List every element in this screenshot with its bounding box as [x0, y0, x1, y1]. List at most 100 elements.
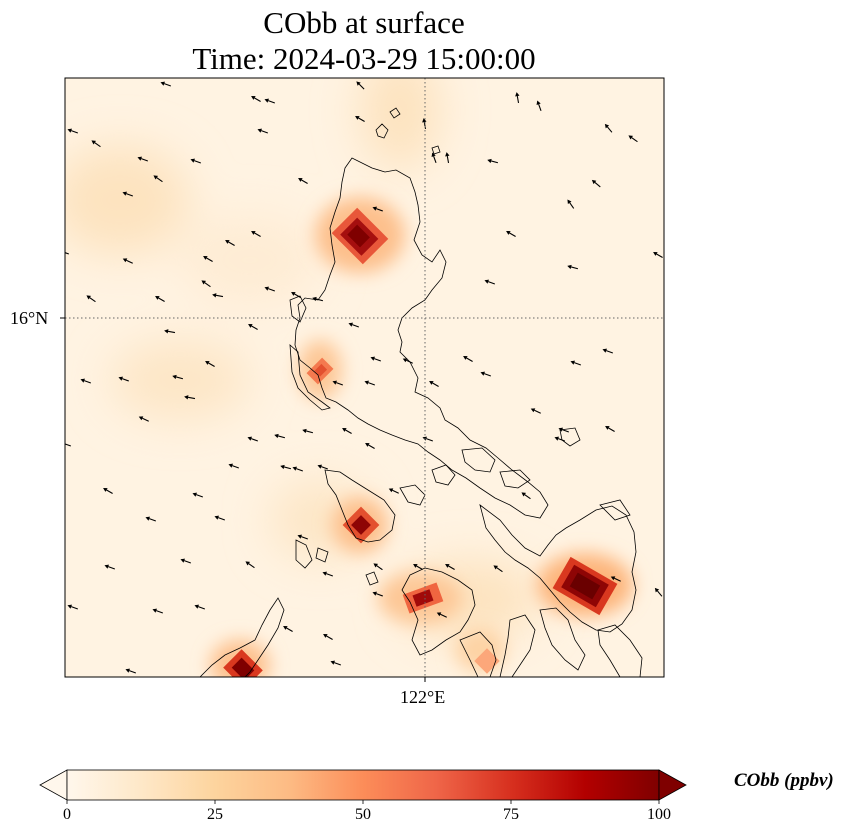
wind-arrow — [317, 464, 329, 470]
wind-arrow — [184, 395, 196, 400]
wind-arrow — [103, 488, 113, 494]
wind-arrow — [429, 381, 439, 387]
hotspot-panay — [402, 582, 444, 614]
wind-arrow — [122, 258, 133, 264]
wind-arrow — [292, 466, 304, 472]
concentration-field — [65, 78, 540, 640]
colorbar-gradient — [66, 769, 660, 801]
wind-arrow — [567, 199, 575, 209]
wind-arrow — [431, 152, 437, 164]
wind-arrow — [605, 426, 615, 432]
wind-arrow — [445, 152, 450, 164]
hotspot-north-luzon — [331, 207, 389, 265]
wind-arrow — [145, 516, 157, 522]
wind-arrow — [251, 231, 261, 237]
wind-arrow — [203, 256, 213, 262]
wind-arrow — [152, 608, 164, 614]
wind-arrow — [521, 492, 531, 500]
wind-arrow — [164, 329, 176, 334]
wind-arrow — [370, 356, 382, 362]
wind-arrow — [567, 264, 579, 270]
map-frame — [64, 77, 665, 678]
wind-arrow — [67, 128, 79, 134]
wind-arrow — [373, 563, 383, 571]
wind-arrow — [228, 463, 240, 469]
wind-arrow — [283, 626, 293, 632]
colorbar-tick-label: 75 — [503, 806, 519, 823]
hotspot-samar-leyte — [552, 556, 618, 616]
wind-arrow — [322, 571, 334, 577]
wind-arrow — [330, 660, 342, 666]
longitude-tick-label: 122°E — [400, 687, 446, 707]
wind-arrow — [251, 96, 261, 102]
wind-arrow — [214, 515, 226, 521]
wind-arrow — [297, 534, 309, 540]
wind-arrow — [484, 279, 496, 285]
wind-arrow — [342, 428, 352, 434]
wind-arrow — [445, 564, 455, 570]
wind-arrow — [602, 348, 614, 354]
colorbar-ticks — [66, 800, 660, 804]
colorbar-tick-label: 50 — [355, 806, 371, 823]
wind-arrow — [364, 380, 376, 386]
wind-arrow — [264, 286, 276, 292]
wind-arrow — [312, 296, 324, 302]
wind-arrow — [264, 98, 276, 104]
wind-arrow — [372, 591, 384, 597]
wind-arrow — [201, 280, 211, 288]
wind-arrow — [225, 240, 235, 246]
colorbar-tick-label: 25 — [207, 806, 223, 823]
wind-arrow — [291, 292, 301, 298]
colorbar — [39, 769, 687, 804]
wind-arrow — [591, 179, 601, 188]
colorbar-tick-label: 100 — [647, 806, 671, 823]
wind-arrow — [570, 360, 582, 366]
wind-arrow — [463, 356, 473, 362]
wind-arrow — [160, 81, 172, 87]
hotspot-southwest — [223, 649, 263, 677]
wind-arrow — [302, 428, 314, 434]
wind-arrow — [212, 293, 224, 298]
wind-arrow — [80, 378, 92, 384]
wind-arrow — [137, 156, 149, 162]
wind-arrow — [558, 427, 570, 433]
wind-arrow — [402, 358, 413, 364]
wind-arrow — [91, 140, 101, 148]
wind-arrow — [493, 565, 503, 573]
wind-arrow — [194, 604, 206, 610]
wind-arrow — [138, 416, 149, 422]
wind-arrow — [104, 564, 116, 570]
wind-arrow — [610, 576, 621, 582]
wind-arrow — [506, 231, 516, 237]
wind-arrow — [153, 175, 163, 183]
wind-arrow — [67, 604, 79, 610]
wind-arrow — [172, 374, 184, 380]
wind-arrow — [515, 92, 520, 104]
wind-arrow — [388, 488, 399, 494]
wind-arrow — [65, 251, 70, 255]
wind-arrow — [155, 296, 165, 302]
wind-arrow — [257, 128, 269, 134]
latitude-tick-label: 16°N — [10, 308, 49, 328]
map-plot — [60, 77, 665, 682]
wind-arrow — [530, 408, 541, 414]
colorbar-tick-label: 0 — [63, 806, 71, 823]
wind-arrow — [192, 492, 204, 498]
wind-arrow — [248, 324, 258, 330]
wind-arrow — [190, 158, 202, 164]
wind-arrow — [413, 564, 423, 570]
wind-arrow — [323, 634, 333, 640]
colorbar-extend-low — [39, 769, 68, 801]
wind-arrow — [365, 443, 375, 449]
wind-arrow — [436, 612, 447, 618]
wind-arrow — [628, 135, 638, 143]
wind-arrow — [205, 361, 215, 367]
wind-arrow — [118, 376, 130, 382]
wind-arrow — [654, 587, 663, 597]
wind-arrow — [356, 81, 365, 90]
wind-arrow — [554, 436, 566, 442]
colorbar-extend-high — [658, 769, 687, 801]
wind-arrow — [274, 433, 286, 439]
coastlines — [199, 107, 643, 677]
wind-arrow — [332, 380, 344, 386]
